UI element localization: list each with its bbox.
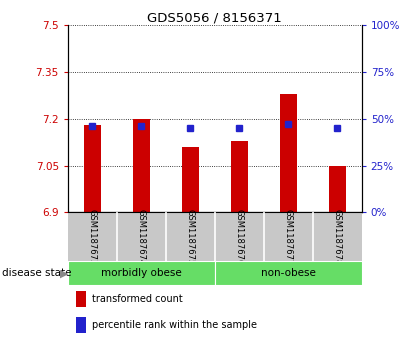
Bar [231,141,248,212]
Bar [133,119,150,212]
Text: transformed count: transformed count [92,294,183,305]
Text: GSM1187674: GSM1187674 [137,209,146,265]
Text: GSM1187673: GSM1187673 [88,209,97,265]
Bar [84,125,101,212]
Text: non-obese: non-obese [261,268,316,278]
Bar [279,94,297,212]
Text: ▶: ▶ [60,268,68,278]
Text: disease state: disease state [2,268,72,278]
Title: GDS5056 / 8156371: GDS5056 / 8156371 [148,11,282,24]
Text: GSM1187675: GSM1187675 [186,209,195,265]
Bar [68,261,215,285]
Bar [215,261,362,285]
Text: percentile rank within the sample: percentile rank within the sample [92,320,257,330]
Text: GSM1187678: GSM1187678 [332,209,342,265]
Text: morbidly obese: morbidly obese [101,268,182,278]
Bar [182,147,199,212]
Text: GSM1187676: GSM1187676 [235,209,244,265]
Text: GSM1187677: GSM1187677 [284,209,293,265]
Bar [329,166,346,212]
